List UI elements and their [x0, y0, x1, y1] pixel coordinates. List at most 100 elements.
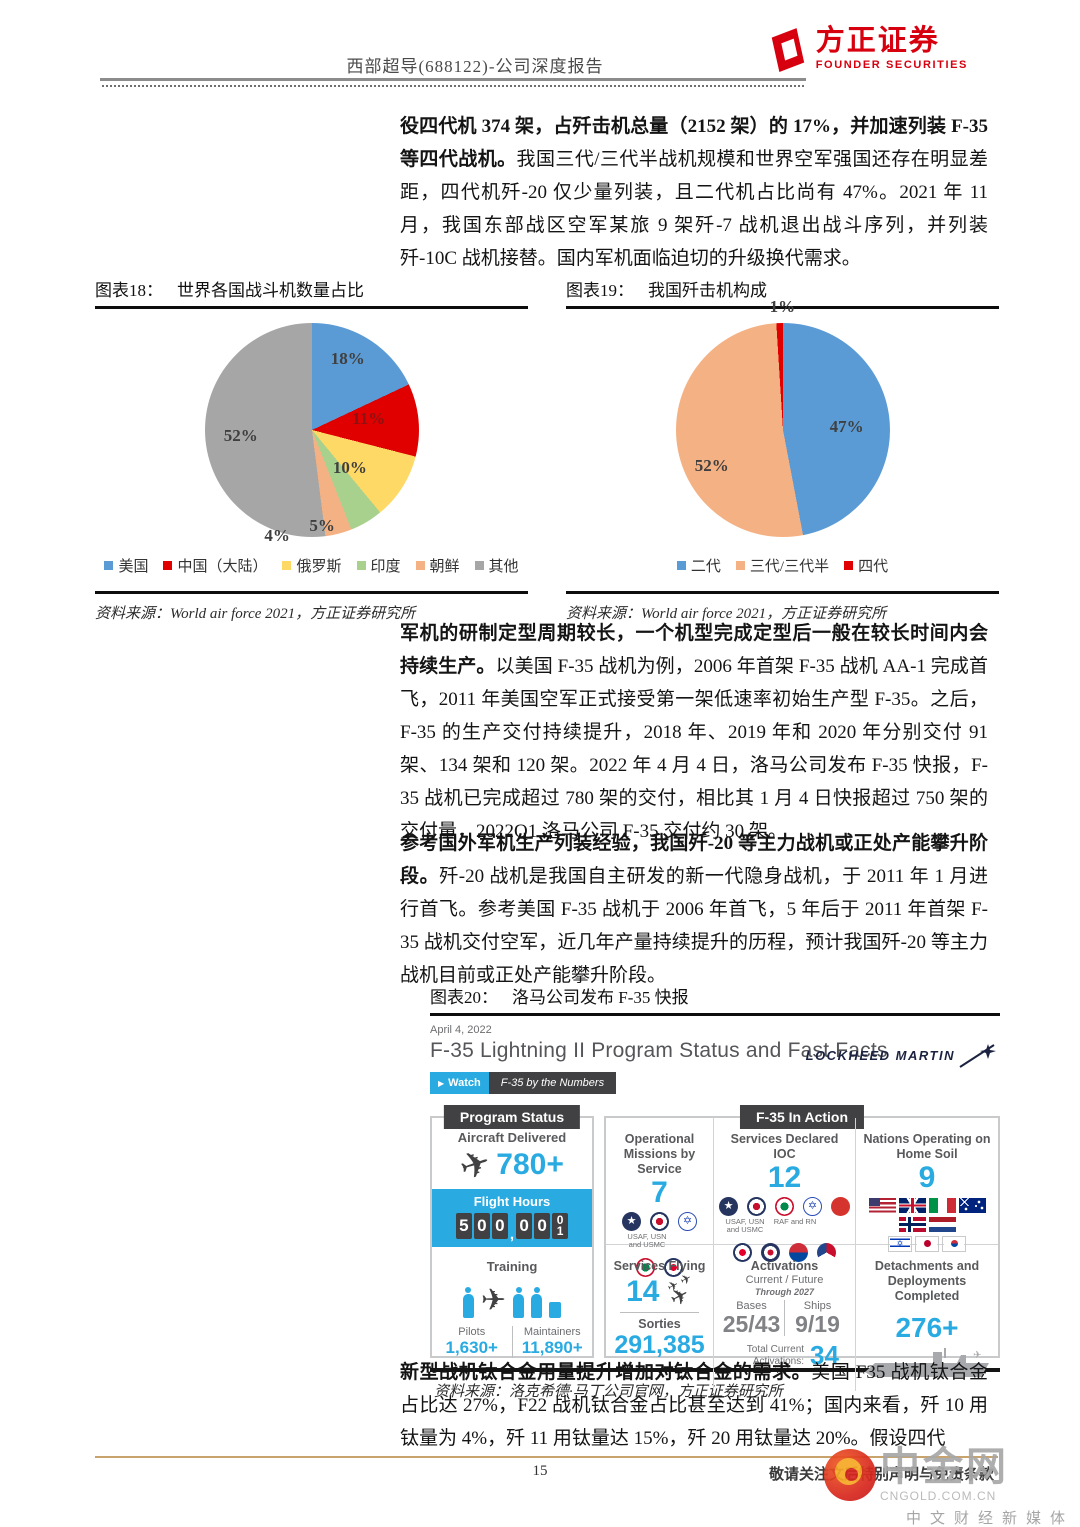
- legend-swatch: [676, 561, 686, 570]
- pie-label: 52%: [223, 425, 258, 445]
- pie-19: [675, 323, 890, 537]
- pilots-value: 1,630+: [445, 1338, 498, 1357]
- roundel-rnzaf-icon: [761, 1242, 780, 1262]
- figure-19-caption: 我国歼击机构成: [648, 281, 767, 300]
- f35-infographic: April 4, 2022 F-35 Lightning II Program …: [430, 1016, 1000, 1391]
- figure-19-chart: 47% 52% 1% 二代 三代/三代半 四代: [566, 297, 999, 587]
- paragraph-4-bold: 新型战机钛合金用量提升增加对钛合金的需求。: [400, 1362, 812, 1383]
- pie-label: 18%: [330, 348, 365, 368]
- flag-australia-icon: [958, 1197, 986, 1213]
- pie-label: 52%: [694, 455, 729, 475]
- legend-18: 美国 中国（大陆） 俄罗斯 印度 朝鲜 其他: [95, 555, 528, 576]
- maintainer-icon: [513, 1287, 525, 1318]
- legend-swatch: [163, 561, 173, 570]
- paragraph-3-bold: 参考国外军机生产列装经验，我国歼-20 等主力战机或正处产能攀升阶段。: [400, 833, 988, 887]
- legend-item: 中国（大陆）: [163, 555, 267, 576]
- activations-title: Activations: [750, 1259, 819, 1273]
- aircraft-delivered-label: Aircraft Delivered: [457, 1130, 567, 1145]
- ioc-value: 12: [767, 1161, 802, 1194]
- page-number: 15: [532, 1463, 548, 1479]
- sorties-label: Sorties: [638, 1316, 681, 1331]
- legend-19: 二代 三代/三代半 四代: [566, 555, 999, 576]
- paragraph-1-text: 我国三代/三代半战机规模和世界空军强国还存在明显差距，四代机歼-20 仅少量列装…: [400, 149, 988, 269]
- flag-israel-icon: [888, 1235, 912, 1252]
- maintainers-value: 11,890+: [521, 1338, 583, 1357]
- roundel-usaf-icon: [712, 1196, 745, 1216]
- flag-usa-icon: [868, 1197, 896, 1213]
- pie-label: 47%: [829, 417, 864, 437]
- training-label: Training: [486, 1259, 538, 1274]
- figure-18-title: 图表18： 世界各国战斗机数量占比: [95, 276, 528, 309]
- paragraph-4-text: 美国 F35 战机钛合金占比达 27%，F22 战机钛合金占比甚至达到 41%；…: [400, 1362, 988, 1449]
- legend-swatch: [474, 561, 484, 570]
- paragraph-4: 新型战机钛合金用量提升增加对钛合金的需求。美国 F35 战机钛合金占比达 27%…: [400, 1356, 988, 1455]
- flag-uk-icon: [898, 1197, 926, 1213]
- paragraph-2-text: 以美国 F-35 战机为例，2006 年首架 F-35 战机 AA-1 完成首飞…: [400, 656, 988, 842]
- figure-20-source: 资料来源：洛克希德·马丁公司官网，方正证券研究所: [434, 1384, 783, 1400]
- paragraph-1-bold: 役四代机 374 架，占歼击机总量（2152 架）的 17%，并加速列装 F-3…: [400, 116, 988, 170]
- ioc-roundels-row2: [719, 1242, 850, 1262]
- roundel-usaf-icon: [615, 1211, 648, 1231]
- activations-subtitle: Current / Future: [745, 1274, 824, 1286]
- paragraph-2: 军机的研制定型周期较长，一个机型完成定型后一般在较长时间内会持续生产。以美国 F…: [400, 617, 988, 848]
- figure-19: 图表19： 我国歼击机构成 47% 52% 1% 二代 三代/三代半 四代 资料来源：…: [566, 276, 999, 623]
- play-icon: ▶ Watch: [430, 1072, 489, 1094]
- figure-20-label: 图表20：: [430, 988, 498, 1007]
- ioc-caption-2: RAF and RN: [773, 1216, 817, 1226]
- bases-stat: Bases 25/43: [719, 1300, 784, 1336]
- ships-stat: Ships 9/19: [784, 1300, 850, 1336]
- paragraph-2-bold: 军机的研制定型周期较长，一个机型完成定型后一般在较长时间内会持续生产。: [400, 623, 988, 677]
- roundel-raf-icon: [650, 1211, 669, 1231]
- ioc-title: Services Declared IOC: [730, 1132, 839, 1161]
- nations-cell: Nations Operating on Home Soil 9: [855, 1118, 998, 1252]
- roundel-netherlands-icon: [817, 1242, 836, 1262]
- roundel-italy-icon: [775, 1196, 794, 1216]
- header-rule-dotted: [102, 85, 804, 87]
- flags-row3: [861, 1235, 993, 1252]
- ioc-cell: Services Declared IOC 12 USAF, USN and U…: [712, 1118, 855, 1262]
- fighter-jet-icon: ✈: [480, 1284, 507, 1317]
- aircraft-carrier-icon: ✈: [865, 1348, 989, 1377]
- watch-video-title: F-35 by the Numbers: [488, 1072, 617, 1094]
- nations-value: 9: [918, 1161, 936, 1194]
- deployments-title: Detachments and Deployments Completed: [874, 1259, 980, 1303]
- watermark-tagline: 中文财经新媒体: [905, 1510, 1074, 1527]
- roundel-raf-icon: [747, 1196, 766, 1216]
- services-flying-title: Services Flying: [613, 1259, 706, 1273]
- pilot-icon: [462, 1287, 474, 1318]
- odometer-digit: 5: [455, 1213, 472, 1239]
- footer-rule: [95, 1456, 998, 1458]
- legend-item: 美国: [104, 555, 148, 576]
- brand-name-cn: 方正证券: [815, 25, 940, 57]
- roundel-israel-icon: [678, 1211, 697, 1231]
- ioc-caption-1: USAF, USN and USMC: [725, 1216, 765, 1235]
- jets-icon: ✈ ✈ ✈: [665, 1269, 695, 1313]
- missions-roundels-row2: [611, 1257, 708, 1277]
- pie-label: 4%: [264, 526, 290, 546]
- cngold-logo-icon: [824, 1449, 876, 1501]
- legend-swatch: [104, 561, 114, 570]
- maintainers-label: Maintainers: [523, 1326, 581, 1338]
- maintainer-icon: [531, 1287, 543, 1318]
- pie-chart-china-fighters: 47% 52% 1%: [675, 297, 890, 537]
- bases-value: 25/43: [722, 1311, 781, 1338]
- training-icons: ✈: [432, 1278, 592, 1318]
- watch-button[interactable]: ▶ Watch F-35 by the Numbers: [430, 1072, 617, 1094]
- legend-item: 朝鲜: [415, 555, 460, 576]
- lockheed-martin-logo: LOCKHEED MARTIN: [806, 1042, 998, 1068]
- figure-18-source: 资料来源：World air force 2021，方正证券研究所: [95, 591, 528, 623]
- pie-label: 1%: [769, 297, 796, 317]
- f35-in-action-panel: F-35 In Action Operational Missions by S…: [604, 1105, 1000, 1391]
- roundel-italy-icon: [636, 1257, 655, 1277]
- flags-row2: [861, 1216, 993, 1232]
- odometer-digit: ,: [509, 1226, 515, 1243]
- infographic-panels: Program Status Aircraft Delivered ✈ 780+…: [430, 1105, 1000, 1391]
- infographic-title: F-35 Lightning II Program Status and Fas…: [430, 1039, 888, 1062]
- total-activations-label: Total Current Activations:: [746, 1343, 805, 1367]
- lockheed-martin-wordmark: LOCKHEED MARTIN: [805, 1047, 955, 1063]
- flag-italy-icon: [928, 1197, 956, 1213]
- legend-swatch: [735, 561, 745, 570]
- figure-19-source: 资料来源：World air force 2021，方正证券研究所: [566, 591, 999, 623]
- services-flying-value: 14: [626, 1275, 660, 1308]
- missions-value: 7: [651, 1176, 668, 1209]
